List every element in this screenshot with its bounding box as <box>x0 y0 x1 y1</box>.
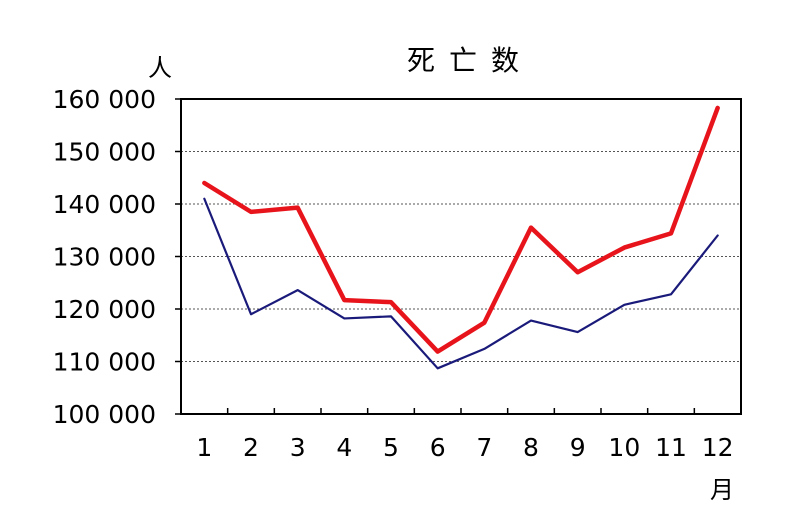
series-line-1 <box>202 105 720 354</box>
y-tick-label: 160 000 <box>53 85 156 114</box>
x-tick-label: 2 <box>243 433 259 462</box>
x-axis-unit: 月 <box>710 476 734 504</box>
y-tick-label: 110 000 <box>53 348 156 377</box>
plot-frame <box>180 98 742 415</box>
y-tick-label: 150 000 <box>53 138 156 167</box>
x-tick-label: 10 <box>608 433 640 462</box>
y-tick-label: 140 000 <box>53 190 156 219</box>
x-tick-label: 3 <box>290 433 306 462</box>
y-axis-unit: 人 <box>148 54 172 82</box>
x-tick-label: 7 <box>476 433 492 462</box>
x-tick-label: 6 <box>430 433 446 462</box>
grid-lines <box>181 151 741 362</box>
y-tick-label: 120 000 <box>53 295 156 324</box>
x-tick-label: 5 <box>383 433 399 462</box>
series-line-2 <box>203 197 719 370</box>
chart-title: 死亡数 <box>407 44 533 77</box>
x-tick-label: 4 <box>336 433 352 462</box>
x-tick-label: 9 <box>570 433 586 462</box>
x-tick-label: 1 <box>196 433 212 462</box>
x-tick-labels: 1 2 3 4 5 6 7 8 9 10 11 12 <box>180 408 742 462</box>
series-lines <box>202 105 720 370</box>
y-tick-labels: 100 000 110 000 120 000 130 000 140 000 150 0… <box>53 85 181 429</box>
y-tick-label: 130 000 <box>53 243 156 272</box>
x-tick-label: 11 <box>655 433 687 462</box>
x-tick-label: 8 <box>523 433 539 462</box>
y-tick-label: 100 000 <box>53 400 156 429</box>
x-tick-label: 12 <box>702 433 734 462</box>
